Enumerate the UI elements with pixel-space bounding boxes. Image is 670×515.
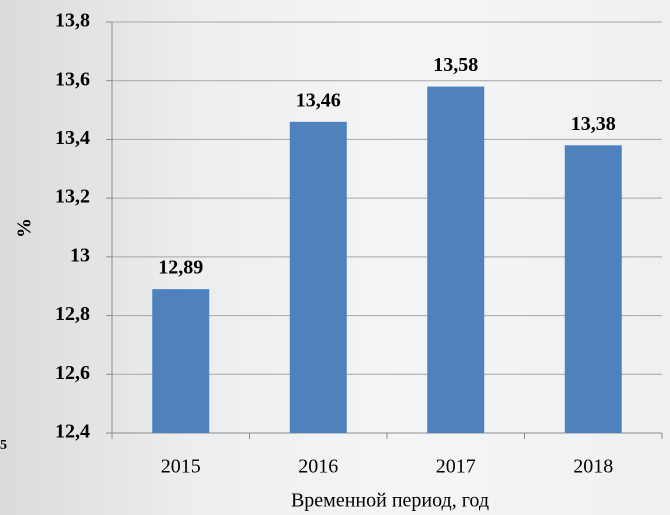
y-tick-label: 13,4 (55, 127, 90, 149)
edge-fragment: 5 (0, 438, 7, 453)
x-tick-label: 2016 (298, 456, 338, 478)
bar (289, 121, 347, 434)
bar (427, 86, 485, 433)
y-tick-label: 13,2 (55, 186, 90, 208)
bar (152, 289, 210, 433)
y-tick-label: 12,4 (55, 421, 90, 443)
y-tick-label: 13,8 (55, 10, 90, 32)
x-axis-title: Временной период, год (291, 490, 489, 512)
y-axis-title: % (14, 218, 36, 238)
value-label: 13,46 (296, 89, 341, 111)
value-label: 13,58 (433, 54, 478, 76)
y-tick-label: 13 (70, 244, 90, 266)
bar (564, 145, 622, 434)
y-tick-label: 12,6 (55, 362, 90, 384)
x-tick-label: 2017 (436, 456, 476, 478)
y-tick-label: 12,8 (55, 303, 90, 325)
x-tick-label: 2018 (573, 456, 613, 478)
y-tick-label: 13,6 (55, 68, 90, 90)
x-tick-label: 2015 (161, 456, 201, 478)
value-label: 12,89 (158, 257, 203, 279)
value-label: 13,38 (571, 113, 616, 135)
